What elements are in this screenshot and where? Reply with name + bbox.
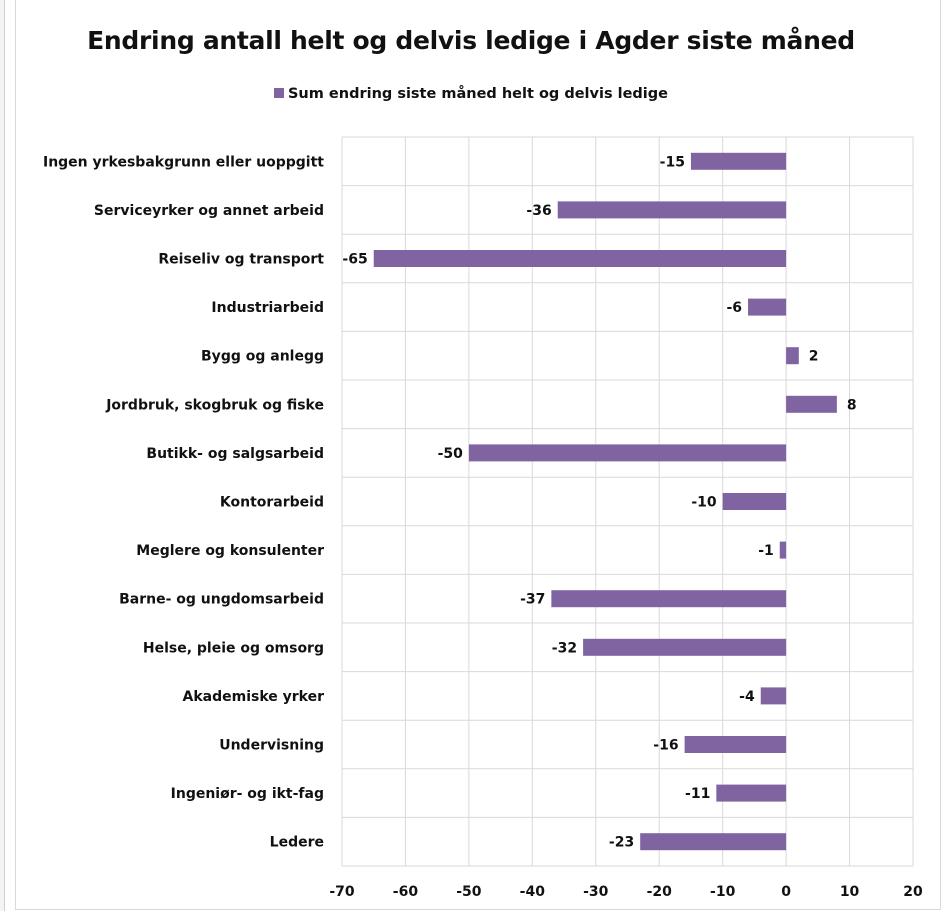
x-tick-label: -70	[329, 884, 355, 900]
data-labels: -15 -36 -65 -6 2 8 -50 -10 -1 -37 -32 -4 -16 -11 -23	[342, 154, 856, 850]
category-label: Reiseliv og transport	[158, 252, 324, 268]
category-label: Akademiske yrker	[183, 689, 325, 705]
legend-label: Sum endring siste måned helt og delvis l…	[287, 86, 668, 102]
data-label: -37	[520, 592, 545, 608]
x-tick-labels: -70 -60 -50 -40 -30 -20 -10 0 10 20	[329, 884, 923, 900]
category-label: Ledere	[270, 835, 324, 851]
x-tick-label: -60	[393, 884, 419, 900]
x-tick-label: 0	[781, 884, 791, 900]
category-label: Butikk- og salgsarbeid	[146, 446, 324, 462]
bar	[760, 687, 787, 705]
data-label: -6	[726, 300, 742, 316]
data-label: -32	[552, 640, 577, 656]
category-label: Jordbruk, skogbruk og fiske	[105, 397, 324, 413]
data-label: -50	[438, 446, 464, 462]
category-label: Serviceyrker og annet arbeid	[94, 203, 324, 219]
bar	[716, 784, 787, 802]
data-label: -36	[526, 203, 551, 219]
legend-swatch	[273, 88, 284, 98]
data-label: -11	[685, 786, 710, 802]
x-tick-label: -50	[456, 884, 482, 900]
x-tick-label: -30	[583, 884, 609, 900]
category-label: Kontorarbeid	[220, 495, 324, 511]
window-left-edge	[0, 0, 5, 911]
x-tick-label: 10	[840, 884, 860, 900]
data-label: -16	[653, 738, 678, 754]
bar	[551, 590, 787, 608]
x-tick-label: 20	[903, 884, 923, 900]
bar	[779, 541, 787, 559]
bar	[722, 493, 787, 510]
category-label: Ingeniør- og ikt-fag	[171, 786, 324, 802]
bar	[583, 638, 787, 656]
bar	[557, 201, 787, 219]
bar	[468, 444, 787, 462]
bar	[690, 152, 787, 170]
data-label: 8	[847, 397, 857, 413]
x-tick-label: -20	[647, 884, 673, 900]
chart-title: Endring antall helt og delvis ledige i A…	[87, 26, 855, 55]
data-label: -10	[691, 495, 717, 511]
bar	[748, 298, 787, 316]
data-label: -1	[758, 543, 774, 559]
data-label: -65	[342, 252, 367, 268]
data-label: -23	[609, 835, 634, 851]
bar	[786, 395, 837, 413]
bar	[373, 250, 787, 267]
category-label: Barne- og ungdomsarbeid	[119, 592, 324, 608]
bar	[640, 833, 787, 851]
category-label: Ingen yrkesbakgrunn eller uoppgitt	[43, 154, 324, 170]
category-label: Bygg og anlegg	[201, 349, 324, 365]
bar	[684, 736, 787, 753]
category-label: Helse, pleie og omsorg	[143, 640, 324, 656]
bars	[373, 152, 837, 851]
category-label: Industriarbeid	[211, 300, 324, 316]
category-labels: Ingen yrkesbakgrunn eller uoppgitt Servic…	[43, 154, 324, 850]
category-label: Undervisning	[219, 738, 324, 754]
x-tick-label: -10	[710, 884, 736, 900]
data-label: 2	[809, 349, 819, 365]
bar	[786, 347, 799, 365]
data-label: -4	[739, 689, 755, 705]
category-label: Meglere og konsulenter	[136, 543, 324, 559]
gridlines	[341, 136, 914, 867]
chart-legend: Sum endring siste måned helt og delvis l…	[0, 86, 942, 102]
x-tick-label: -40	[520, 884, 546, 900]
data-label: -15	[660, 154, 685, 170]
